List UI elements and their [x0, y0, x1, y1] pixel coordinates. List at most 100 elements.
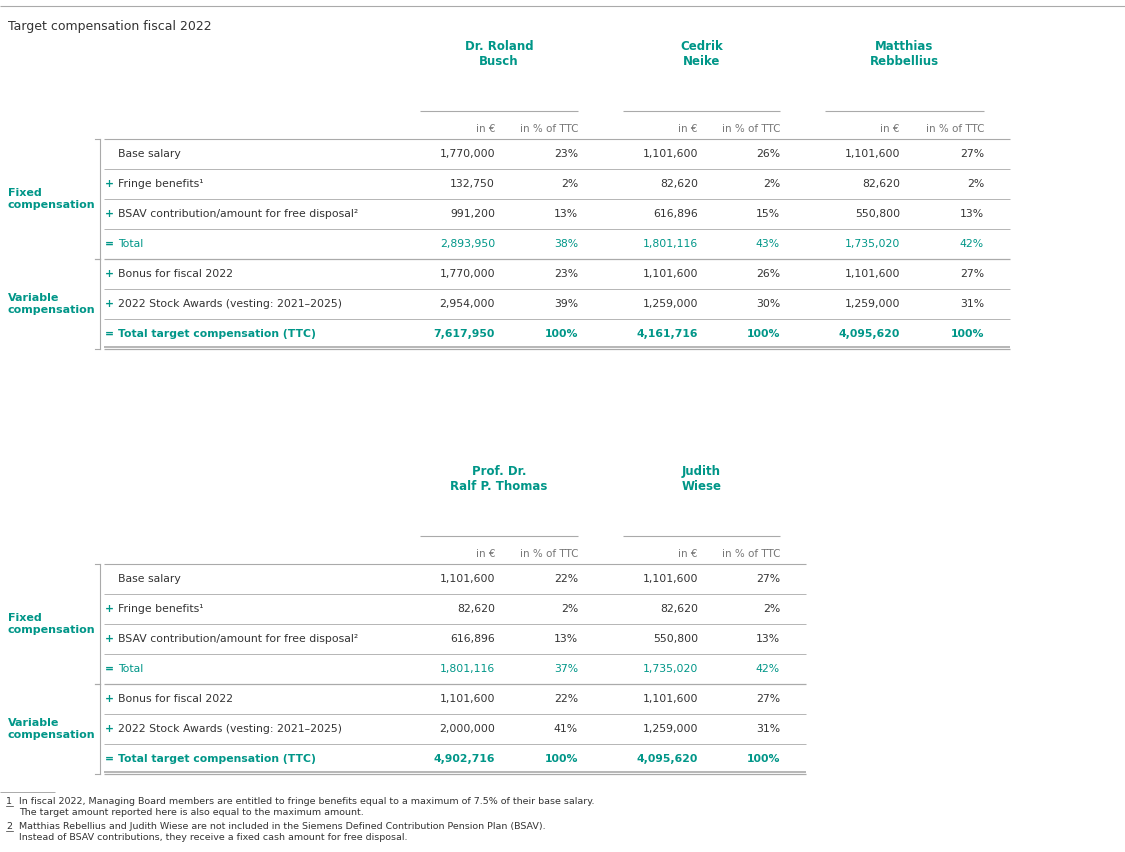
- Text: Target compensation fiscal 2022: Target compensation fiscal 2022: [8, 20, 212, 33]
- Text: in % of TTC: in % of TTC: [520, 549, 578, 559]
- Text: 1,259,000: 1,259,000: [845, 299, 900, 309]
- Text: 1,101,600: 1,101,600: [642, 574, 698, 584]
- Text: +: +: [105, 724, 114, 734]
- Text: Total target compensation (TTC): Total target compensation (TTC): [118, 754, 316, 764]
- Text: 616,896: 616,896: [654, 209, 698, 219]
- Text: BSAV contribution/amount for free disposal²: BSAV contribution/amount for free dispos…: [118, 209, 358, 219]
- Text: 1,801,116: 1,801,116: [440, 664, 495, 674]
- Text: 15%: 15%: [756, 209, 780, 219]
- Text: Fringe benefits¹: Fringe benefits¹: [118, 179, 204, 189]
- Text: in % of TTC: in % of TTC: [721, 124, 780, 134]
- Text: 1,735,020: 1,735,020: [642, 664, 698, 674]
- Text: 1,101,600: 1,101,600: [440, 694, 495, 704]
- Text: 1,101,600: 1,101,600: [845, 269, 900, 279]
- Text: Fixed
compensation: Fixed compensation: [8, 613, 96, 635]
- Text: 13%: 13%: [756, 634, 780, 644]
- Text: +: +: [105, 604, 114, 614]
- Text: 82,620: 82,620: [862, 179, 900, 189]
- Text: 38%: 38%: [554, 239, 578, 249]
- Text: 1,801,116: 1,801,116: [642, 239, 698, 249]
- Text: 1,101,600: 1,101,600: [440, 574, 495, 584]
- Text: in €: in €: [881, 124, 900, 134]
- Text: 22%: 22%: [554, 694, 578, 704]
- Text: 26%: 26%: [756, 149, 780, 159]
- Text: 41%: 41%: [554, 724, 578, 734]
- Text: 4,095,620: 4,095,620: [637, 754, 698, 764]
- Text: 4,095,620: 4,095,620: [838, 329, 900, 339]
- Text: 30%: 30%: [756, 299, 780, 309]
- Text: 2022 Stock Awards (vesting: 2021–2025): 2022 Stock Awards (vesting: 2021–2025): [118, 299, 342, 309]
- Text: 100%: 100%: [747, 329, 780, 339]
- Text: Total: Total: [118, 239, 143, 249]
- Text: =: =: [105, 239, 114, 249]
- Text: In fiscal 2022, Managing Board members are entitled to fringe benefits equal to : In fiscal 2022, Managing Board members a…: [19, 797, 594, 806]
- Text: 2%: 2%: [560, 604, 578, 614]
- Text: 82,620: 82,620: [660, 179, 698, 189]
- Text: =: =: [105, 664, 114, 674]
- Text: 2%: 2%: [560, 179, 578, 189]
- Text: 39%: 39%: [554, 299, 578, 309]
- Text: 22%: 22%: [554, 574, 578, 584]
- Text: 1,770,000: 1,770,000: [440, 149, 495, 159]
- Text: 1: 1: [6, 797, 12, 806]
- Text: in % of TTC: in % of TTC: [520, 124, 578, 134]
- Text: 2022 Stock Awards (vesting: 2021–2025): 2022 Stock Awards (vesting: 2021–2025): [118, 724, 342, 734]
- Text: 43%: 43%: [756, 239, 780, 249]
- Text: 26%: 26%: [756, 269, 780, 279]
- Text: 82,620: 82,620: [457, 604, 495, 614]
- Text: 2%: 2%: [763, 604, 780, 614]
- Text: 1,735,020: 1,735,020: [845, 239, 900, 249]
- Text: +: +: [105, 299, 114, 309]
- Text: 100%: 100%: [747, 754, 780, 764]
- Text: in €: in €: [678, 549, 698, 559]
- Text: Variable
compensation: Variable compensation: [8, 718, 96, 740]
- Text: Fixed
compensation: Fixed compensation: [8, 188, 96, 210]
- Text: 31%: 31%: [756, 724, 780, 734]
- Text: in % of TTC: in % of TTC: [926, 124, 984, 134]
- Text: 2%: 2%: [966, 179, 984, 189]
- Text: 27%: 27%: [960, 149, 984, 159]
- Text: 4,902,716: 4,902,716: [433, 754, 495, 764]
- Text: 132,750: 132,750: [450, 179, 495, 189]
- Text: 1,101,600: 1,101,600: [642, 694, 698, 704]
- Text: 42%: 42%: [960, 239, 984, 249]
- Text: 2,000,000: 2,000,000: [439, 724, 495, 734]
- Text: Matthias Rebellius and Judith Wiese are not included in the Siemens Defined Cont: Matthias Rebellius and Judith Wiese are …: [19, 822, 546, 831]
- Text: 4,161,716: 4,161,716: [637, 329, 698, 339]
- Text: 2: 2: [6, 822, 12, 831]
- Text: 23%: 23%: [554, 149, 578, 159]
- Text: 100%: 100%: [951, 329, 984, 339]
- Text: Matthias
Rebbellius: Matthias Rebbellius: [870, 40, 939, 68]
- Text: 13%: 13%: [554, 209, 578, 219]
- Text: +: +: [105, 179, 114, 189]
- Text: 616,896: 616,896: [450, 634, 495, 644]
- Text: 1,259,000: 1,259,000: [642, 299, 698, 309]
- Text: 991,200: 991,200: [450, 209, 495, 219]
- Text: +: +: [105, 634, 114, 644]
- Text: Base salary: Base salary: [118, 574, 181, 584]
- Text: 100%: 100%: [544, 754, 578, 764]
- Text: 27%: 27%: [756, 694, 780, 704]
- Text: 7,617,950: 7,617,950: [433, 329, 495, 339]
- Text: BSAV contribution/amount for free disposal²: BSAV contribution/amount for free dispos…: [118, 634, 358, 644]
- Text: Total target compensation (TTC): Total target compensation (TTC): [118, 329, 316, 339]
- Text: 100%: 100%: [544, 329, 578, 339]
- Text: 82,620: 82,620: [660, 604, 698, 614]
- Text: 13%: 13%: [960, 209, 984, 219]
- Text: The target amount reported here is also equal to the maximum amount.: The target amount reported here is also …: [19, 808, 363, 817]
- Text: 27%: 27%: [756, 574, 780, 584]
- Text: 1,101,600: 1,101,600: [642, 149, 698, 159]
- Text: in % of TTC: in % of TTC: [721, 549, 780, 559]
- Text: Instead of BSAV contributions, they receive a fixed cash amount for free disposa: Instead of BSAV contributions, they rece…: [19, 833, 407, 842]
- Text: 23%: 23%: [554, 269, 578, 279]
- Text: 1,770,000: 1,770,000: [440, 269, 495, 279]
- Text: 42%: 42%: [756, 664, 780, 674]
- Text: 31%: 31%: [960, 299, 984, 309]
- Text: in €: in €: [678, 124, 698, 134]
- Text: Fringe benefits¹: Fringe benefits¹: [118, 604, 204, 614]
- Text: Base salary: Base salary: [118, 149, 181, 159]
- Text: 2,893,950: 2,893,950: [440, 239, 495, 249]
- Text: 550,800: 550,800: [652, 634, 698, 644]
- Text: +: +: [105, 694, 114, 704]
- Text: Prof. Dr.
Ralf P. Thomas: Prof. Dr. Ralf P. Thomas: [450, 465, 548, 493]
